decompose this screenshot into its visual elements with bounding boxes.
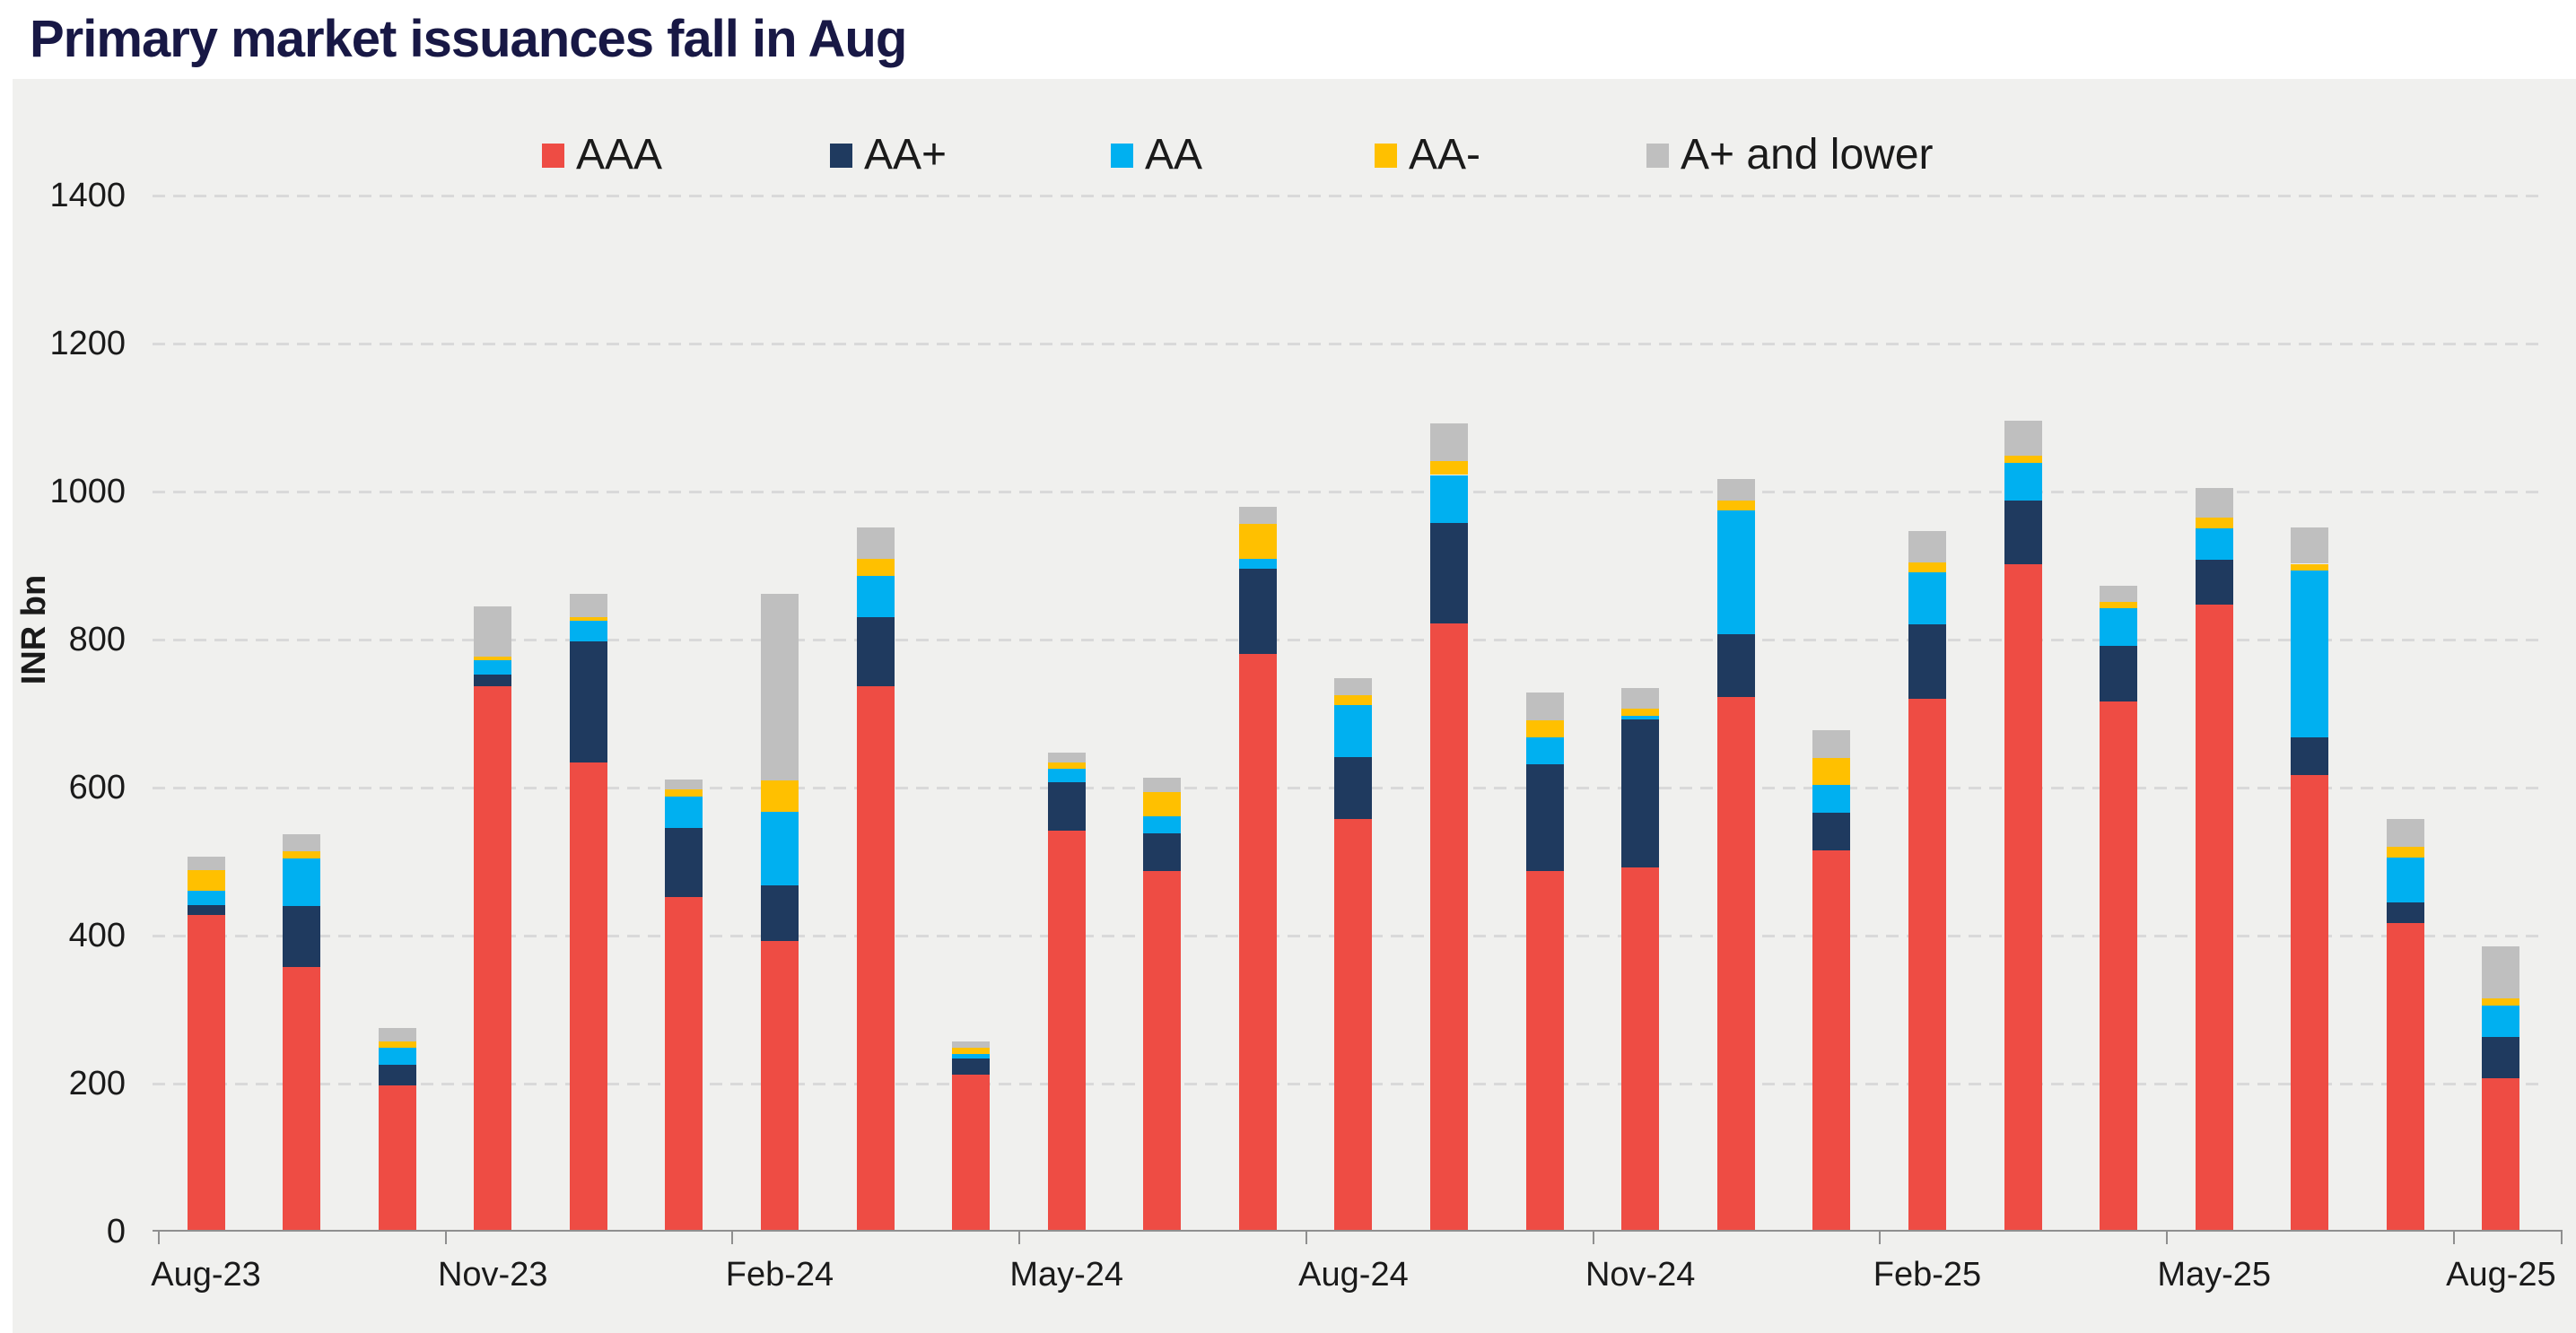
legend-label: AA [1145,131,1203,179]
legend-label: AAA [576,131,663,179]
y-axis-title: INR bn [15,574,53,685]
legend-label: AA+ [864,131,947,179]
plot-panel [13,79,2576,1333]
legend-swatch-icon [830,144,852,168]
legend-label: AA- [1409,131,1481,179]
legend-label: A+ and lower [1681,131,1934,179]
legend-swatch-icon [1111,144,1133,168]
legend-swatch-icon [1375,144,1397,168]
legend-swatch-icon [1646,144,1669,168]
legend-swatch-icon [542,144,564,168]
chart-title: Primary market issuances fall in Aug [30,10,907,68]
